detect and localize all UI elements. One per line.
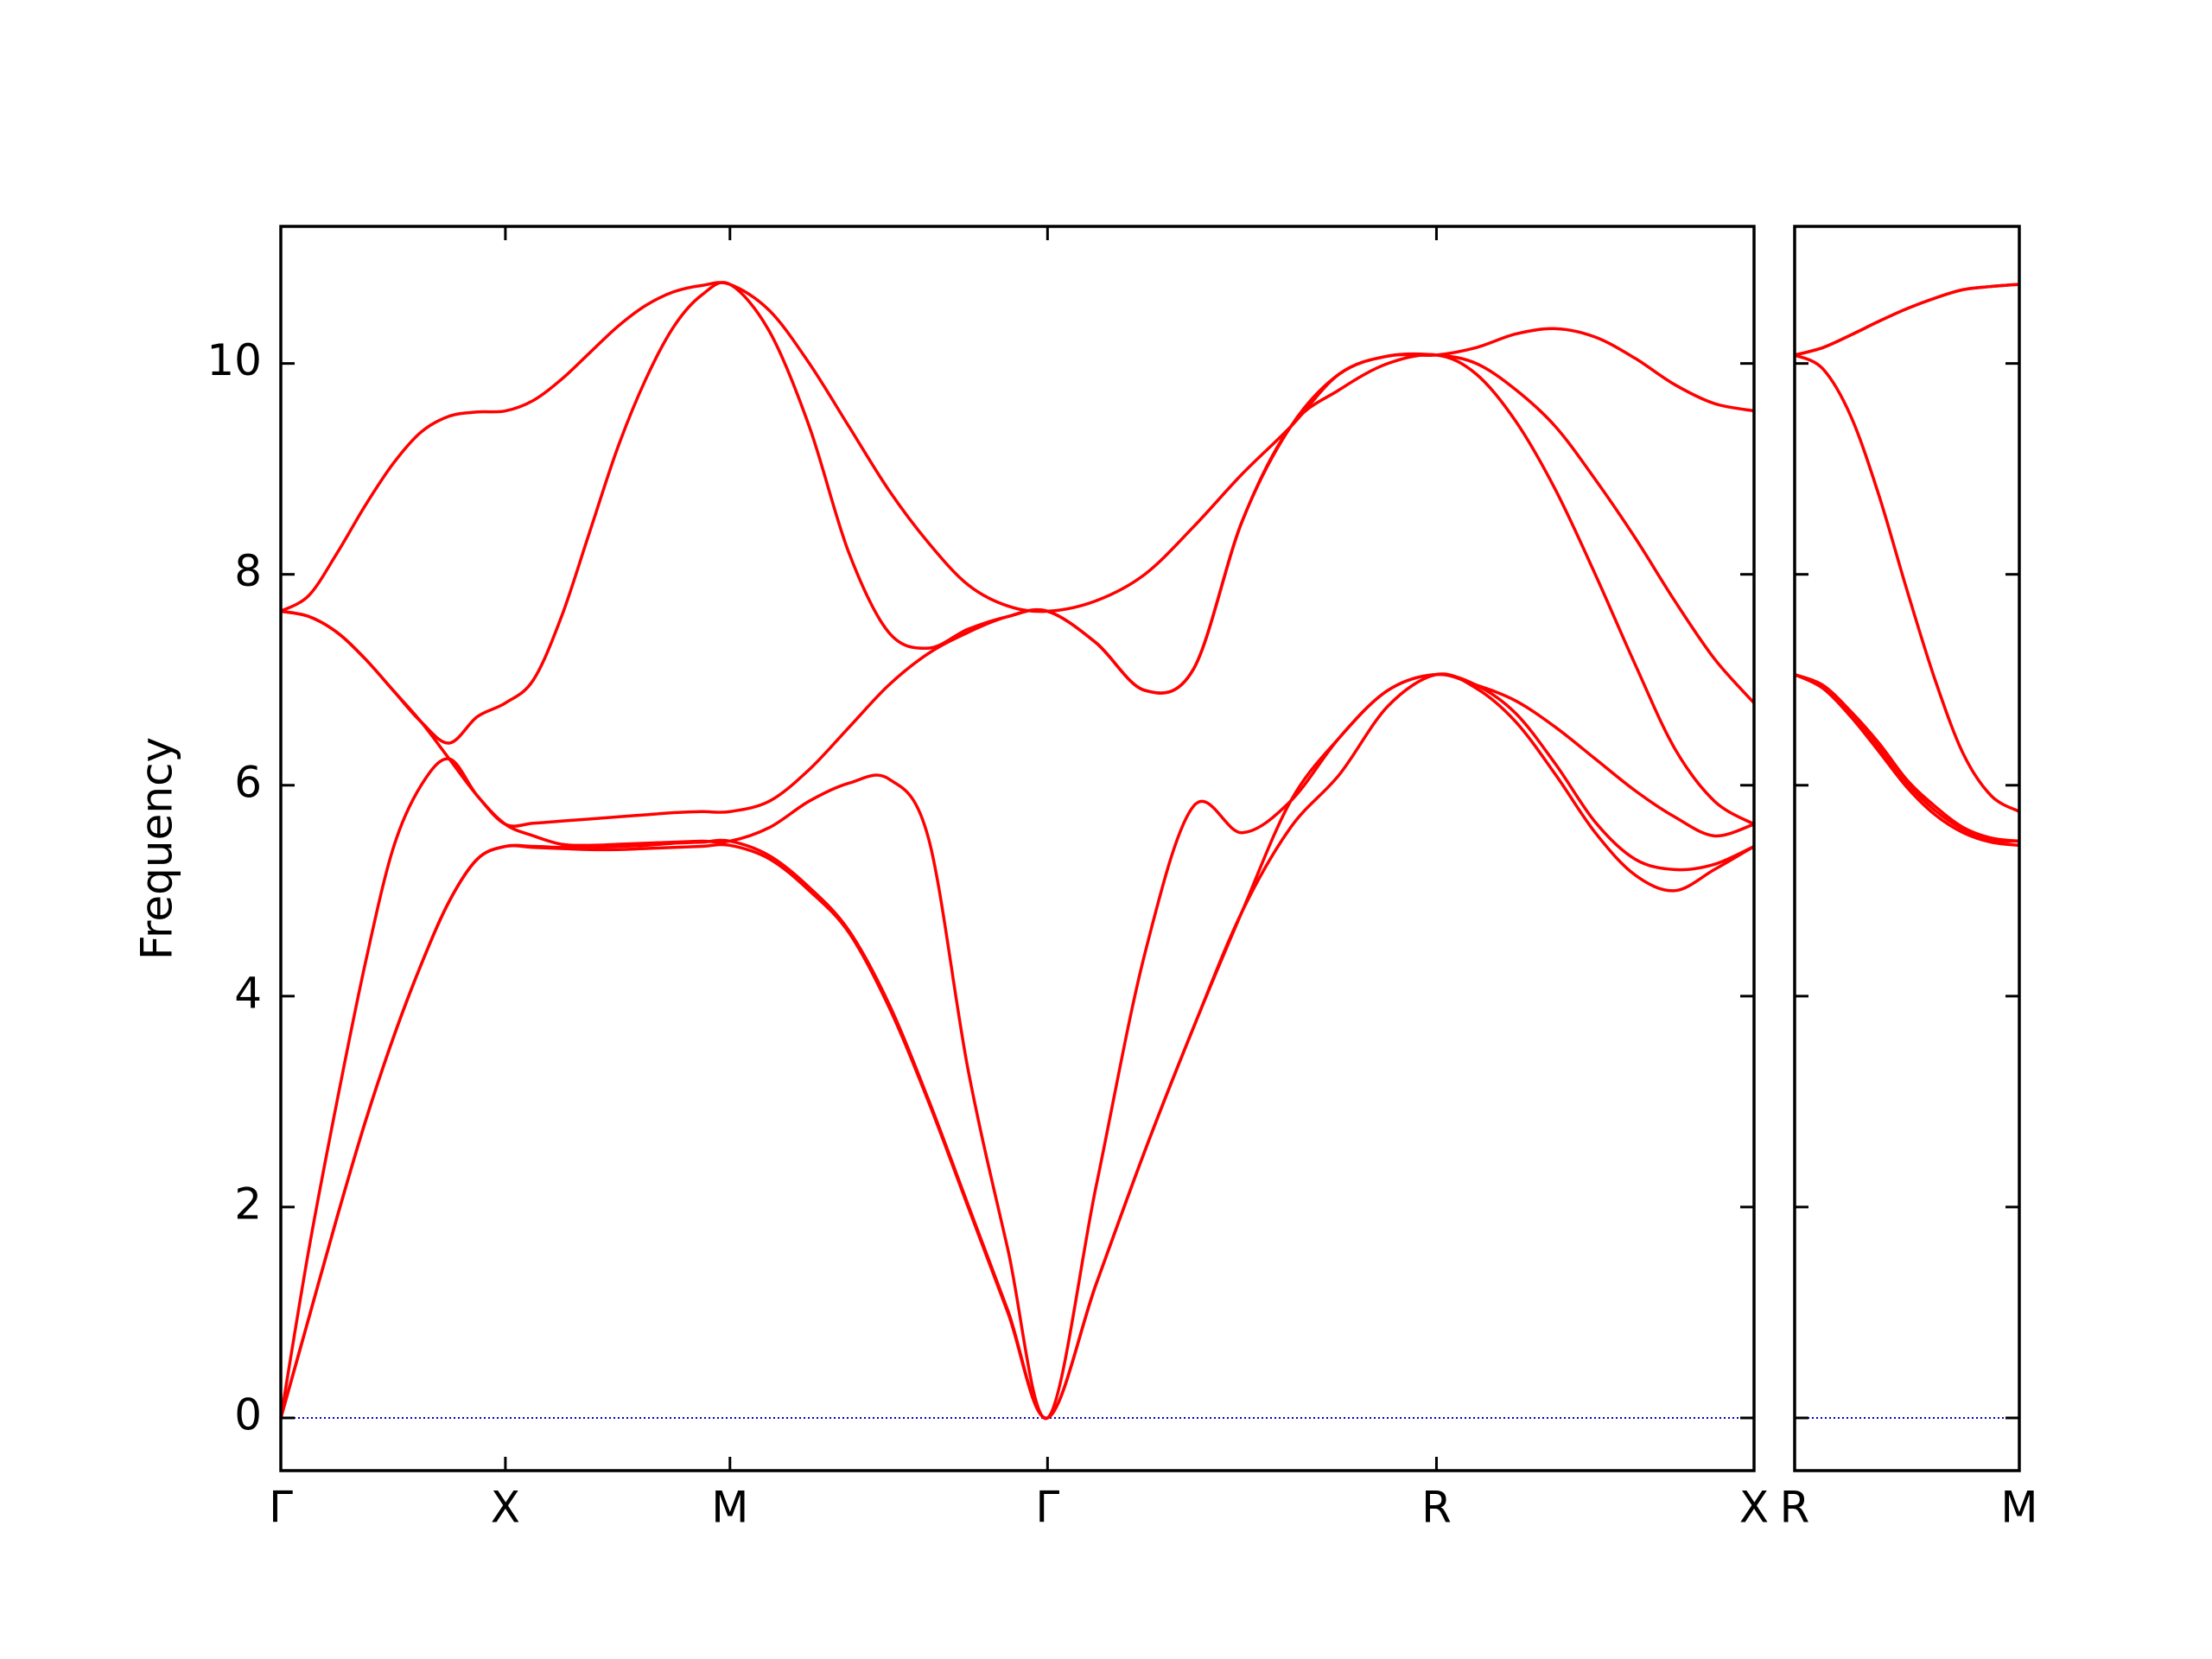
x-tick-label: X xyxy=(1739,1483,1769,1533)
y-tick-label: 10 xyxy=(207,335,262,385)
plot-frame xyxy=(279,225,1756,1472)
band-line xyxy=(1794,283,2020,357)
x-tick-label: X xyxy=(491,1483,520,1533)
band-line xyxy=(280,281,1756,745)
y-tick-label: 4 xyxy=(234,968,262,1018)
x-tick-label: Γ xyxy=(269,1483,293,1533)
x-tick-label: M xyxy=(711,1483,748,1533)
x-tick-label: R xyxy=(1421,1483,1452,1533)
y-tick-label: 6 xyxy=(234,757,262,807)
y-axis-label: Frequency xyxy=(132,737,182,960)
band-line xyxy=(1794,673,2020,843)
y-tick-label: 0 xyxy=(234,1389,262,1440)
band-line xyxy=(1794,672,2020,843)
band-line xyxy=(280,353,1755,828)
band-line xyxy=(1794,673,2020,848)
plot-frame xyxy=(1793,225,2021,1472)
band-line xyxy=(279,672,1755,1421)
band-line xyxy=(280,281,1755,613)
band-line xyxy=(1794,353,2020,813)
x-tick-label: R xyxy=(1780,1483,1810,1533)
x-tick-label: M xyxy=(2000,1483,2037,1533)
y-tick-label: 8 xyxy=(234,546,262,596)
x-tick-label: Γ xyxy=(1035,1483,1059,1533)
y-tick-label: 2 xyxy=(234,1179,262,1229)
